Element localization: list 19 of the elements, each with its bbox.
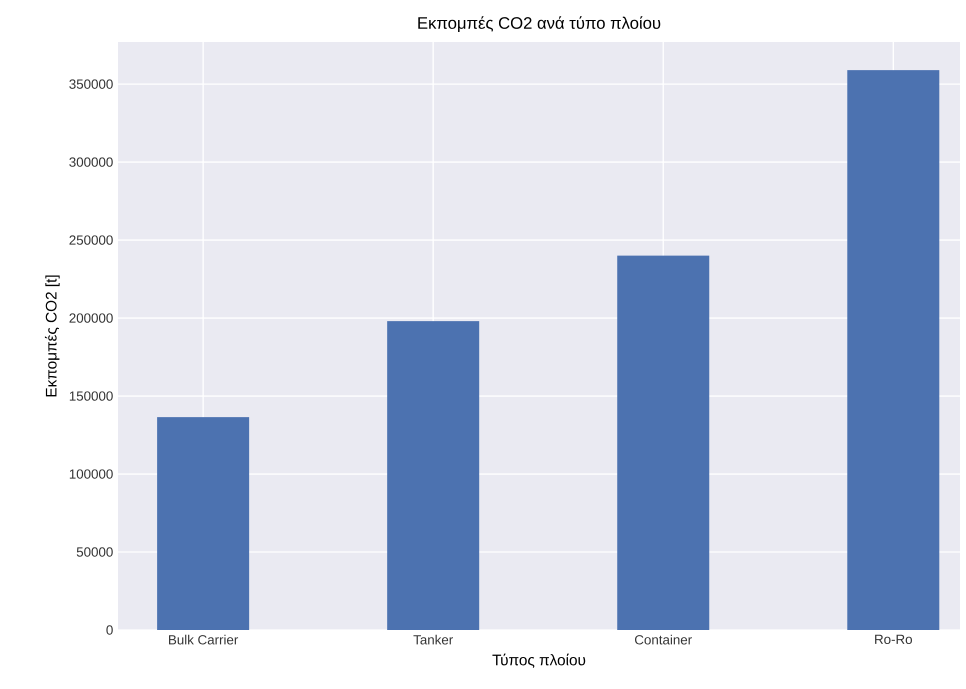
x-tick-label: Bulk Carrier	[169, 634, 238, 644]
x-tick-label: Tanker	[413, 634, 453, 644]
y-tick-label: 50000	[76, 547, 113, 557]
y-axis-title: Εκπομπές CO2 [t]	[44, 275, 60, 396]
y-tick-label: 300000	[69, 157, 113, 167]
x-tick-label: Ro-Ro	[875, 634, 912, 644]
x-axis-title: Τύπος πλοίου	[492, 654, 586, 668]
y-tick-label: 200000	[69, 313, 113, 323]
y-tick-label: 100000	[70, 469, 113, 479]
bar	[387, 321, 480, 630]
y-tick-label: 250000	[69, 235, 113, 245]
bar	[157, 417, 250, 630]
bar	[847, 70, 940, 630]
y-tick-label: 350000	[69, 79, 113, 89]
y-tick-label: 150000	[70, 391, 113, 401]
x-tick-label: Container	[635, 634, 692, 644]
y-tick-label: 0	[106, 625, 113, 635]
chart-title: Εκπομπές CO2 ανά τύπο πλοίου	[418, 16, 660, 32]
bar	[617, 256, 710, 630]
